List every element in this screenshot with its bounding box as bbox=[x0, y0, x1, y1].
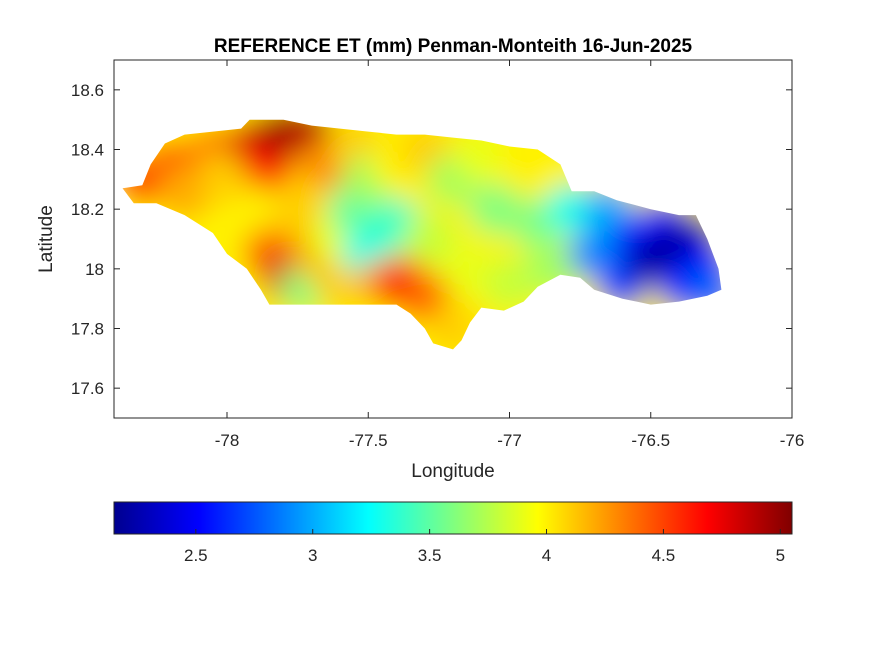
x-tick-label: -78 bbox=[215, 431, 240, 450]
plot-area-frame bbox=[113, 59, 793, 419]
colorbar-tick-label: 3 bbox=[308, 546, 317, 565]
et-sample bbox=[201, 153, 253, 206]
y-tick-label: 17.8 bbox=[71, 320, 104, 339]
y-axis-label: Latitude bbox=[36, 205, 57, 273]
colorbar-tick-label: 5 bbox=[776, 546, 785, 565]
colorbar-ticks: 2.5 3 3.5 4 4.5 5 bbox=[184, 529, 785, 565]
x-tick-label: -77 bbox=[497, 431, 522, 450]
y-tick-label: 18.6 bbox=[71, 81, 104, 100]
x-tick-label: -77.5 bbox=[349, 431, 388, 450]
et-sample bbox=[441, 242, 494, 295]
colorbar-tick-label: 2.5 bbox=[184, 546, 208, 565]
et-sample bbox=[497, 138, 550, 191]
x-tick-label: -76.5 bbox=[631, 431, 670, 450]
et-field bbox=[122, 119, 722, 350]
y-tick-label: 17.6 bbox=[71, 379, 104, 398]
et-sample bbox=[158, 168, 211, 221]
y-axis-ticks: 17.6 17.8 18 18.2 18.4 18.6 bbox=[71, 81, 792, 398]
et-sample bbox=[271, 183, 324, 236]
x-axis-ticks: -78 -77.5 -77 -76.5 -76 bbox=[215, 60, 805, 450]
et-sample bbox=[469, 183, 522, 236]
et-sample bbox=[483, 257, 536, 310]
et-sample bbox=[404, 213, 457, 265]
et-sample bbox=[545, 183, 598, 236]
et-sample bbox=[427, 302, 479, 350]
x-axis-label: Longitude bbox=[411, 461, 494, 482]
colorbar-tick-label: 4 bbox=[542, 546, 551, 565]
x-tick-label: -76 bbox=[780, 431, 805, 450]
colorbar-gradient bbox=[113, 501, 793, 535]
colorbar: 2.5 3 3.5 4 4.5 5 bbox=[113, 501, 793, 565]
et-sample bbox=[686, 266, 722, 319]
chart-title: REFERENCE ET (mm) Penman-Monteith 16-Jun… bbox=[214, 36, 693, 57]
y-tick-label: 18.4 bbox=[71, 141, 104, 160]
colorbar-tick-label: 4.5 bbox=[652, 546, 676, 565]
colorbar-tick-label: 3.5 bbox=[418, 546, 442, 565]
y-tick-label: 18 bbox=[85, 260, 104, 279]
y-tick-label: 18.2 bbox=[71, 200, 104, 219]
